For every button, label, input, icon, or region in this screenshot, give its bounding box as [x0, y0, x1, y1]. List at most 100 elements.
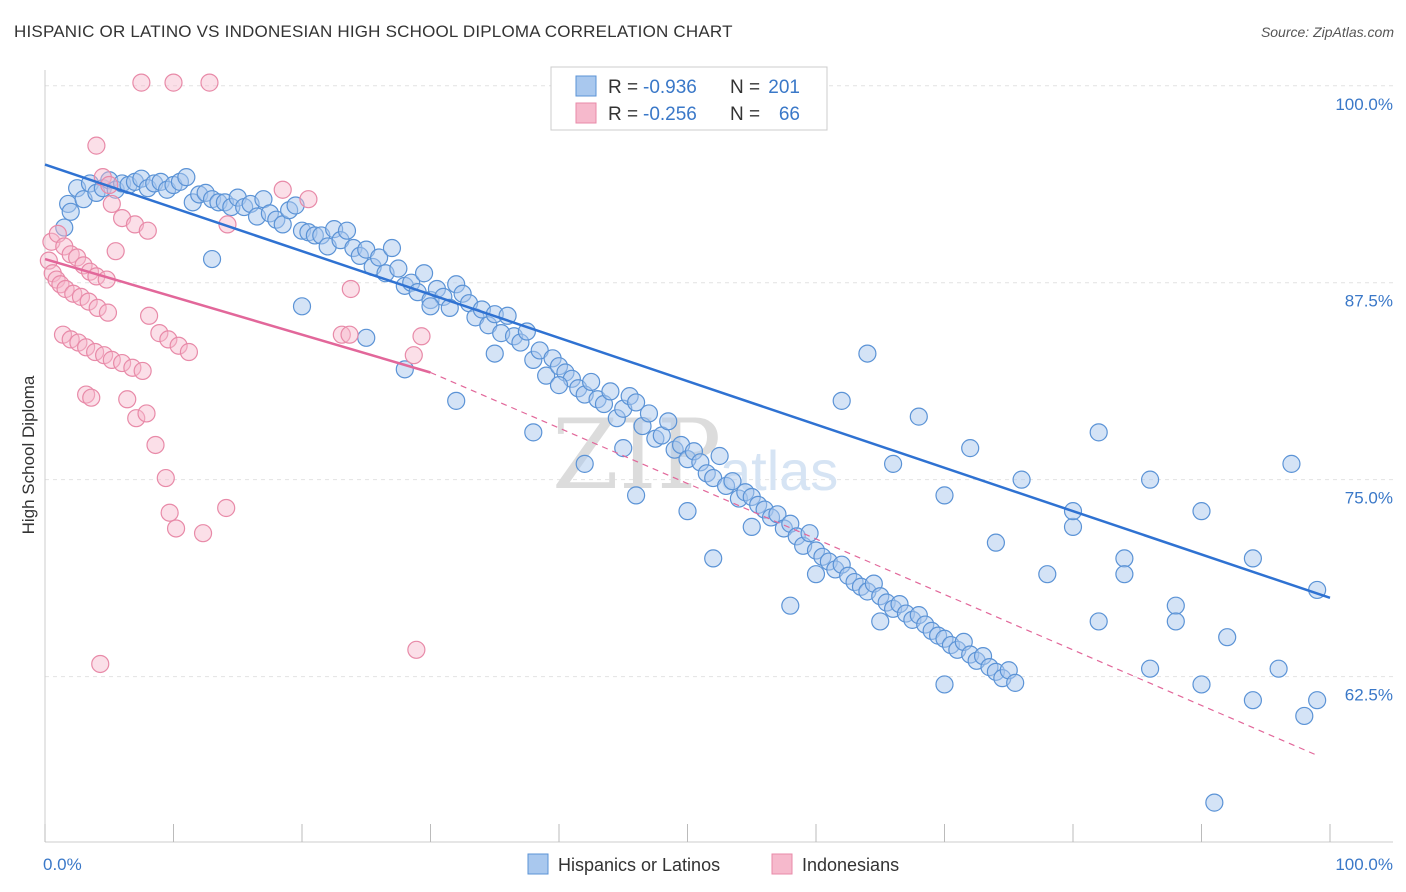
y-tick-label: 100.0% — [1335, 95, 1393, 114]
point-hispanics — [626, 486, 646, 505]
point-indonesians — [150, 324, 169, 343]
point-hispanics — [357, 328, 376, 347]
point-hispanics — [659, 412, 678, 431]
point-indonesians — [112, 353, 132, 373]
point-hispanics — [858, 344, 877, 363]
point-hispanics — [1205, 793, 1224, 812]
series-indonesians-points — [39, 73, 431, 674]
point-hispanics — [871, 612, 890, 631]
y-tick-label: 75.0% — [1345, 489, 1393, 508]
point-hispanics — [61, 202, 80, 221]
point-indonesians — [193, 524, 213, 543]
point-hispanics — [421, 297, 440, 316]
legend-n-label-1: N = — [730, 77, 760, 98]
point-hispanics — [177, 168, 196, 187]
point-indonesians — [139, 306, 159, 325]
point-indonesians — [340, 325, 359, 344]
point-hispanics — [524, 423, 543, 442]
point-indonesians — [341, 279, 360, 299]
point-indonesians — [137, 404, 156, 423]
point-hispanics — [1089, 612, 1108, 631]
point-indonesians — [164, 73, 183, 92]
legend-n-value-1: 201 — [768, 77, 800, 98]
point-hispanics — [742, 517, 761, 536]
legend-n-value-2: 66 — [779, 104, 800, 125]
point-hispanics — [1038, 565, 1057, 584]
bottom-legend-label-indonesians: Indonesians — [802, 855, 899, 875]
point-indonesians — [123, 358, 142, 377]
point-hispanics — [710, 446, 729, 466]
point-hispanics — [485, 344, 504, 363]
y-tick-label: 62.5% — [1345, 686, 1393, 705]
y-tick-label: 87.5% — [1345, 292, 1393, 311]
point-hispanics — [800, 524, 819, 543]
point-hispanics — [575, 454, 594, 473]
point-hispanics — [1115, 565, 1134, 584]
point-hispanics — [639, 404, 659, 423]
point-indonesians — [299, 190, 318, 209]
trend-line-indonesians-extrapolated — [430, 371, 1318, 756]
bottom-legend-label-hispanics: Hispanics or Latinos — [558, 855, 720, 875]
point-hispanics — [986, 533, 1006, 552]
point-indonesians — [79, 292, 98, 311]
series-hispanics-points — [55, 168, 1327, 812]
trend-line-hispanics — [44, 163, 1331, 599]
bottom-legend-swatch-pink — [771, 853, 793, 875]
point-indonesians — [179, 342, 199, 362]
point-hispanics — [1089, 423, 1108, 442]
point-hispanics — [1115, 549, 1134, 568]
point-indonesians — [146, 435, 165, 455]
point-hispanics — [1282, 454, 1301, 473]
x-tick-labels: 0.0% 100.0% — [43, 855, 1393, 874]
point-indonesians — [118, 390, 137, 409]
legend-swatch-pink — [575, 102, 597, 124]
point-hispanics — [1243, 691, 1263, 710]
point-hispanics — [1063, 517, 1083, 536]
legend-r-label-1: R = — [608, 77, 638, 98]
point-hispanics — [1012, 470, 1031, 489]
point-indonesians — [138, 221, 157, 240]
point-indonesians — [98, 303, 118, 322]
point-indonesians — [127, 409, 146, 428]
point-hispanics — [1308, 691, 1327, 710]
point-indonesians — [133, 361, 152, 381]
legend-r-label-2: R = — [608, 104, 638, 125]
point-indonesians — [412, 327, 431, 346]
point-hispanics — [723, 472, 742, 491]
point-indonesians — [200, 73, 219, 92]
legend-n-label-2: N = — [730, 104, 760, 125]
point-indonesians — [217, 498, 236, 518]
point-hispanics — [549, 376, 569, 395]
point-hispanics — [447, 391, 466, 410]
point-hispanics — [1218, 628, 1237, 647]
chart-source: Source: ZipAtlas.com — [1260, 24, 1394, 40]
point-hispanics — [1269, 659, 1288, 678]
point-hispanics — [909, 407, 928, 426]
y-axis-title: High School Diploma — [19, 375, 38, 534]
point-hispanics — [382, 238, 402, 258]
point-indonesians — [132, 73, 151, 92]
point-indonesians — [273, 180, 292, 199]
point-indonesians — [91, 654, 110, 674]
grid-lines — [45, 85, 1393, 678]
point-hispanics — [1140, 659, 1160, 678]
point-hispanics — [1006, 673, 1025, 692]
point-hispanics — [1243, 549, 1263, 568]
point-indonesians — [159, 330, 178, 349]
bottom-legend-swatch-blue — [527, 853, 549, 875]
point-indonesians — [106, 242, 125, 261]
trend-line-indonesians — [44, 257, 431, 374]
point-hispanics — [582, 372, 601, 392]
point-indonesians — [82, 388, 101, 407]
point-indonesians — [88, 298, 107, 318]
point-hispanics — [202, 249, 222, 269]
point-indonesians — [404, 346, 423, 365]
point-indonesians — [332, 325, 351, 344]
point-indonesians — [407, 640, 426, 659]
point-hispanics — [832, 391, 851, 410]
point-hispanics — [614, 439, 633, 458]
x-tick-label-min: 0.0% — [43, 855, 82, 874]
point-hispanics — [626, 393, 646, 412]
point-indonesians — [160, 503, 179, 522]
stats-legend: R = -0.936 N = 201 R = -0.256 N = 66 — [550, 66, 828, 131]
